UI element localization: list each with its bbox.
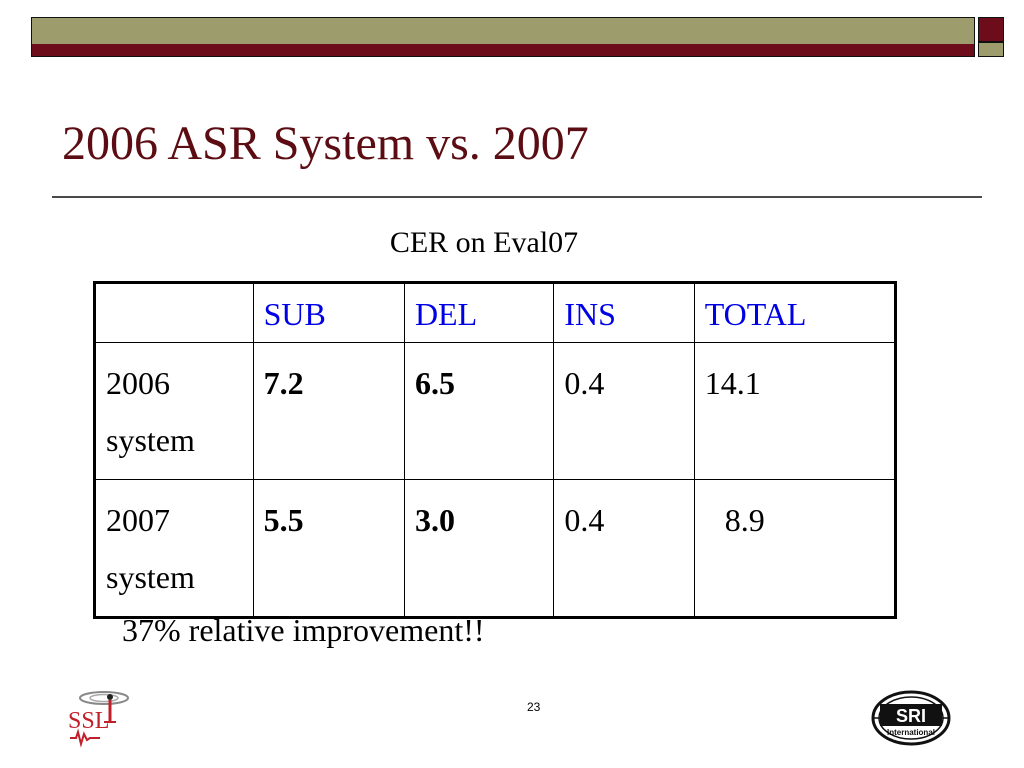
corner-square-maroon [978,17,1004,42]
header-cell-sub: SUB [252,282,405,343]
cer-table: SUB DEL INS TOTAL 2006 system 7.2 6.5 0.… [93,281,897,619]
header-cell-ins: INS [553,282,695,343]
cell-total: 8.9 [693,479,897,618]
table-row: 2007 system 5.5 3.0 0.4 8.9 [94,479,897,618]
table-header-row: SUB DEL INS TOTAL [94,282,897,343]
row-label-cell: 2007 system [94,479,254,618]
title-divider [52,196,982,198]
slide-title: 2006 ASR System vs. 2007 [62,117,589,170]
ssl-logo-text: SSL [68,708,109,734]
header-cell-empty [94,282,254,343]
cell-del: 3.0 [403,479,555,618]
improvement-note: 37% relative improvement!! [122,612,485,648]
table-caption: CER on Eval07 [389,226,579,259]
page-number: 23 [527,700,541,714]
row-label-system: system [106,559,195,595]
row-label-system: system [106,422,195,458]
cell-total: 14.1 [693,342,897,480]
cell-sub: 7.2 [252,342,405,480]
corner-square-olive [978,42,1004,57]
sri-international-logo: SRI International [871,690,951,746]
row-label-cell: 2006 system [94,342,254,480]
row-label-year: 2006 [106,365,170,401]
row-label-year: 2007 [106,502,170,538]
header-cell-total: TOTAL [693,282,897,343]
cell-sub: 5.5 [252,479,405,618]
top-decorative-band [31,17,975,57]
cell-ins: 0.4 [553,342,695,480]
header-cell-del: DEL [403,282,555,343]
sri-logo-text: SRI [896,706,926,726]
cell-ins: 0.4 [553,479,695,618]
cell-del: 6.5 [403,342,555,480]
ssl-logo: SSL [68,691,129,748]
sri-logo-subtext: International [887,728,935,737]
table-row: 2006 system 7.2 6.5 0.4 14.1 [94,342,897,480]
top-band-olive [32,18,974,44]
top-band-maroon [32,44,974,56]
